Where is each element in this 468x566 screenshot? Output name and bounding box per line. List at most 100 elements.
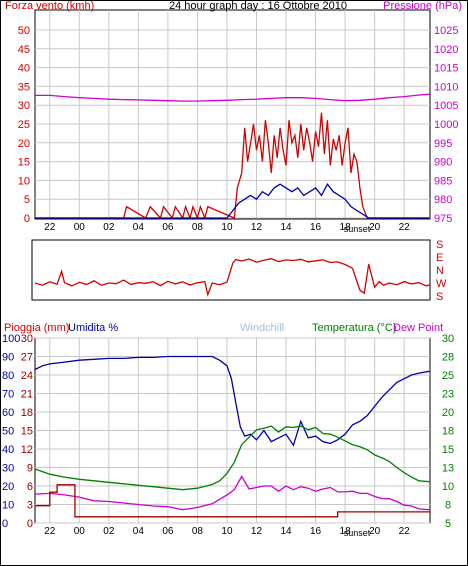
x-tick-label: 08 — [192, 222, 204, 233]
x-tick-label: 04 — [133, 222, 145, 233]
pressure-tick-label: 975 — [434, 213, 452, 225]
wind-tick-label: 40 — [18, 63, 30, 75]
rain-tick-label: 30 — [21, 333, 33, 345]
series-pressione-hpa- — [35, 93, 430, 102]
x-tick-label: 16 — [310, 222, 322, 233]
temperature-tick-label: 8 — [445, 500, 451, 512]
x-tick-label: 22 — [44, 222, 56, 233]
temperature-axis-label: Temperatura (°C) — [312, 322, 396, 334]
x-tick-label: 14 — [280, 526, 292, 537]
series-layer — [34, 93, 430, 518]
humidity-tick-label: 40 — [2, 444, 14, 456]
rain-tick-label: 12 — [21, 444, 33, 456]
direction-label: N — [436, 265, 444, 277]
x-tick-label: 06 — [162, 222, 174, 233]
pressure-tick-label: 995 — [434, 138, 452, 150]
x-tick-label: 18 — [340, 526, 352, 537]
humidity-axis-label: Umidita % — [68, 322, 118, 334]
x-tick-label: 22 — [399, 526, 411, 537]
humidity-tick-label: 60 — [2, 407, 14, 419]
x-tick-label: 04 — [133, 526, 145, 537]
humidity-tick-label: 100 — [2, 333, 20, 345]
x-tick-label: 00 — [74, 222, 86, 233]
wind-tick-label: 25 — [18, 119, 30, 131]
wind-tick-label: 0 — [24, 213, 30, 225]
pressure-tick-label: 990 — [434, 157, 452, 169]
temperature-tick-label: 5 — [445, 518, 451, 530]
x-tick-label: 20 — [369, 222, 381, 233]
x-tick-label: 02 — [103, 222, 115, 233]
rain-tick-label: 27 — [21, 352, 33, 364]
grid-top — [35, 10, 430, 219]
temperature-tick-label: 20 — [442, 407, 454, 419]
x-tick-label: 12 — [251, 222, 263, 233]
series-gust — [35, 183, 430, 219]
series-dew-point — [34, 475, 430, 511]
x-tick-label: 20 — [369, 526, 381, 537]
temperature-tick-label: 23 — [442, 389, 454, 401]
dewpoint-label: Dew Point — [393, 322, 443, 334]
chart-title: 24 hour graph day : 16 Ottobre 2010 — [169, 0, 347, 12]
rain-tick-label: 15 — [21, 426, 33, 438]
wind-tick-label: 5 — [24, 194, 30, 206]
temperature-tick-label: 15 — [442, 444, 454, 456]
panel-wind-pressure — [34, 9, 431, 220]
pressure-axis-label: Pressione (hPa) — [383, 0, 462, 12]
humidity-tick-label: 80 — [2, 370, 14, 382]
humidity-tick-label: 70 — [2, 389, 14, 401]
humidity-tick-label: 20 — [2, 481, 14, 493]
x-tick-label: 06 — [162, 526, 174, 537]
rain-tick-label: 0 — [27, 518, 33, 530]
temperature-tick-label: 10 — [442, 481, 454, 493]
pressure-tick-label: 1010 — [434, 81, 458, 93]
x-tick-label: 10 — [221, 222, 233, 233]
series-umidita- — [34, 355, 430, 447]
x-tick-label: 22 — [399, 222, 411, 233]
humidity-tick-label: 90 — [2, 352, 14, 364]
rain-tick-label: 18 — [21, 407, 33, 419]
rain-tick-label: 6 — [27, 481, 33, 493]
wind-tick-label: 30 — [18, 100, 30, 112]
pressure-tick-label: 1020 — [434, 44, 458, 56]
direction-label: S — [436, 291, 443, 303]
temperature-tick-label: 18 — [442, 426, 454, 438]
pressure-tick-label: 985 — [434, 175, 452, 187]
x-tick-label: 18 — [340, 222, 352, 233]
sunset-label-bottom: sunset — [344, 528, 371, 538]
pressure-tick-label: 1000 — [434, 119, 458, 131]
temperature-tick-label: 25 — [442, 370, 454, 382]
humidity-tick-label: 10 — [2, 500, 14, 512]
windchill-label: Windchill — [240, 322, 284, 334]
series-forza-vento-kmh- — [35, 112, 430, 221]
wind-axis-label: Forza vento (kmh) — [5, 0, 94, 12]
rain-tick-label: 24 — [21, 370, 33, 382]
temperature-tick-label: 30 — [442, 333, 454, 345]
x-tick-label: 22 — [44, 526, 56, 537]
wind-tick-label: 45 — [18, 44, 30, 56]
series-direction — [34, 258, 430, 297]
temperature-tick-label: 28 — [442, 352, 454, 364]
direction-label: E — [436, 252, 443, 264]
x-tick-label: 00 — [74, 526, 86, 537]
wind-tick-label: 10 — [18, 175, 30, 187]
pressure-tick-label: 1005 — [434, 100, 458, 112]
series-pioggia-mm- — [35, 484, 430, 518]
humidity-tick-label: 30 — [2, 463, 14, 475]
wind-tick-label: 20 — [18, 138, 30, 150]
pressure-tick-label: 980 — [434, 194, 452, 206]
wind-tick-label: 35 — [18, 81, 30, 93]
x-tick-label: 16 — [310, 526, 322, 537]
pressure-tick-label: 1015 — [434, 63, 458, 75]
rain-tick-label: 9 — [27, 463, 33, 475]
direction-label: W — [436, 278, 447, 290]
temperature-tick-label: 13 — [442, 463, 454, 475]
wind-tick-label: 50 — [18, 25, 30, 37]
series-temperatura-c- — [34, 425, 430, 491]
rain-tick-label: 21 — [21, 389, 33, 401]
humidity-tick-label: 0 — [2, 518, 8, 530]
x-tick-label: 10 — [221, 526, 233, 537]
sunset-label-top: sunset — [344, 224, 371, 234]
direction-label: S — [436, 239, 443, 251]
